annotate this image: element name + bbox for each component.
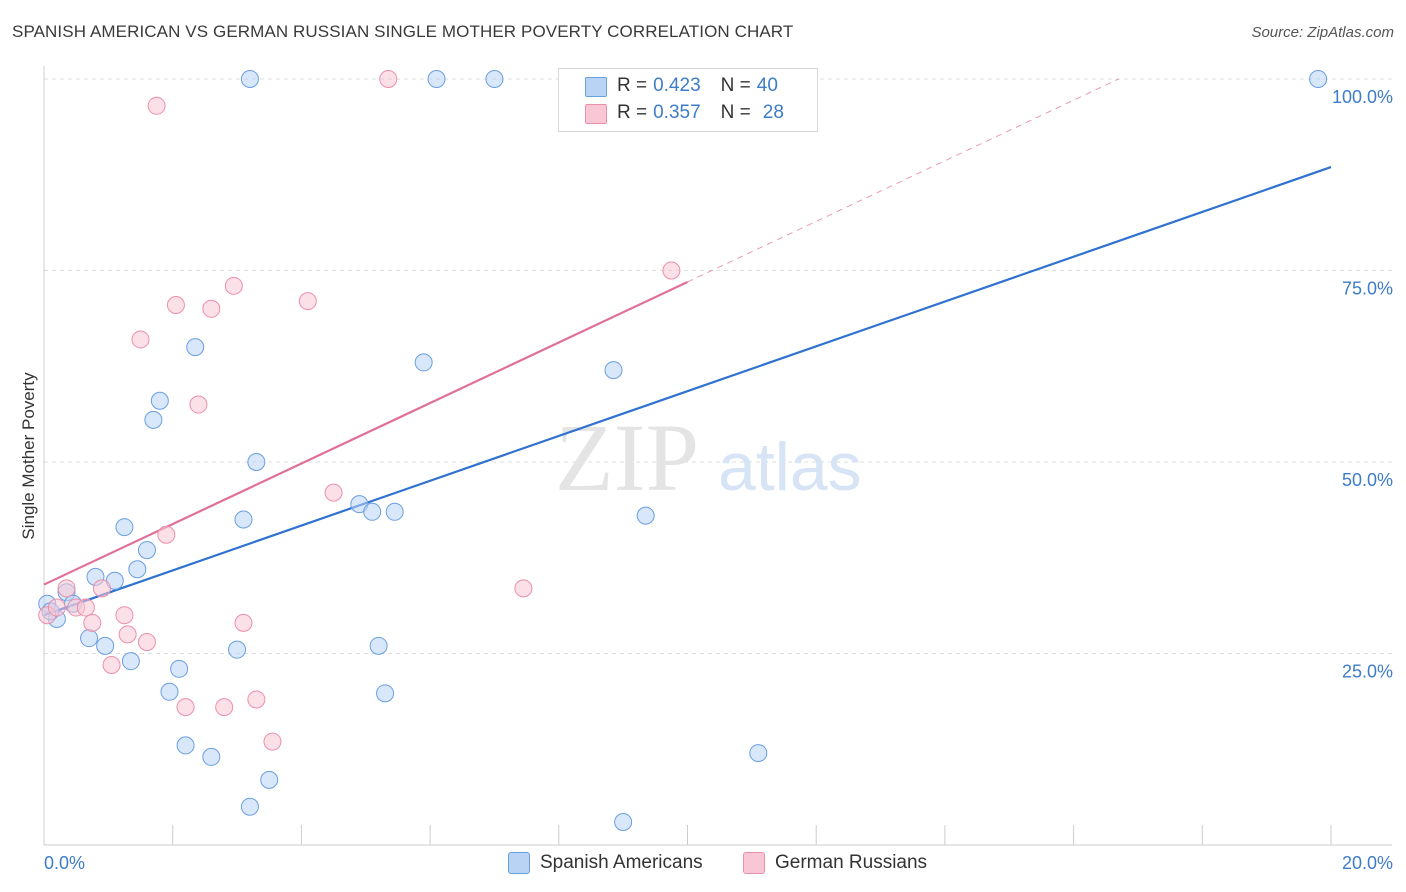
point-german-russians bbox=[83, 613, 102, 632]
y-tick-label: 25.0% bbox=[1342, 662, 1393, 682]
data-points bbox=[38, 70, 1328, 832]
point-spanish-americans bbox=[749, 744, 768, 763]
point-german-russians bbox=[202, 299, 221, 318]
point-german-russians bbox=[189, 395, 208, 414]
point-spanish-americans bbox=[186, 338, 205, 357]
point-german-russians bbox=[379, 70, 398, 88]
x-tick-label: 20.0% bbox=[1342, 853, 1393, 873]
legend-r-label: R = bbox=[617, 75, 648, 96]
bottom-legend-german[interactable]: German Russians bbox=[743, 852, 927, 874]
legend-r-value: 0.423 bbox=[653, 75, 701, 96]
german-legend-label: German Russians bbox=[775, 852, 928, 873]
point-spanish-americans bbox=[260, 770, 279, 789]
legend-n-label: N = bbox=[720, 102, 751, 123]
y-tick-label: 50.0% bbox=[1342, 470, 1393, 490]
point-german-russians bbox=[76, 598, 95, 617]
point-german-russians bbox=[147, 96, 166, 115]
point-german-russians bbox=[92, 579, 111, 598]
legend-row-spanish: R = 0.423 N = 40 bbox=[617, 74, 778, 98]
point-spanish-americans bbox=[240, 70, 259, 88]
point-german-russians bbox=[247, 690, 266, 709]
point-spanish-americans bbox=[234, 510, 253, 529]
legend-n-value: 40 bbox=[756, 75, 778, 96]
axes bbox=[43, 66, 1392, 846]
spanish-swatch bbox=[508, 852, 530, 874]
y-axis-label: Single Mother Poverty bbox=[19, 372, 38, 540]
point-spanish-americans bbox=[121, 652, 140, 671]
point-german-russians bbox=[118, 625, 137, 644]
point-spanish-americans bbox=[80, 629, 99, 648]
german-swatch bbox=[743, 852, 765, 874]
point-german-russians bbox=[157, 525, 176, 544]
point-spanish-americans bbox=[385, 502, 404, 521]
legend-r-label: R = bbox=[617, 102, 648, 123]
point-spanish-americans bbox=[376, 684, 395, 703]
point-german-russians bbox=[131, 330, 150, 349]
trend-extension-german-russians bbox=[687, 78, 1119, 283]
point-spanish-americans bbox=[96, 636, 115, 655]
chart-title: SPANISH AMERICAN VS GERMAN RUSSIAN SINGL… bbox=[12, 22, 794, 41]
point-spanish-americans bbox=[160, 682, 179, 701]
point-spanish-americans bbox=[369, 636, 388, 655]
point-spanish-americans bbox=[202, 747, 221, 766]
watermark-zip: ZIP bbox=[555, 404, 699, 511]
point-spanish-americans bbox=[115, 518, 134, 537]
point-spanish-americans bbox=[427, 70, 446, 88]
point-spanish-americans bbox=[128, 560, 147, 579]
point-spanish-americans bbox=[414, 353, 433, 372]
point-german-russians bbox=[662, 261, 681, 280]
correlation-legend: R = 0.423 N = 40 R = 0.357 N = 28 bbox=[558, 68, 818, 132]
trend-lines bbox=[43, 78, 1332, 617]
point-german-russians bbox=[263, 732, 282, 751]
legend-row-german: R = 0.357 N = 28 bbox=[617, 101, 784, 125]
point-german-russians bbox=[215, 698, 234, 717]
trend-line-spanish-americans bbox=[43, 166, 1332, 617]
spanish-legend-label: Spanish Americans bbox=[540, 852, 703, 873]
point-spanish-americans bbox=[1309, 70, 1328, 88]
legend-n-label: N = bbox=[720, 75, 751, 96]
point-german-russians bbox=[176, 698, 195, 717]
y-tick-label: 100.0% bbox=[1332, 87, 1393, 107]
legend-swatch-blue bbox=[585, 77, 607, 97]
gridlines bbox=[44, 78, 1392, 654]
point-spanish-americans bbox=[247, 453, 266, 471]
point-german-russians bbox=[57, 579, 76, 598]
point-spanish-americans bbox=[636, 506, 655, 525]
y-tick-label: 75.0% bbox=[1342, 279, 1393, 299]
point-german-russians bbox=[224, 276, 243, 295]
trend-line-german-russians bbox=[43, 280, 688, 586]
watermark-atlas: atlas bbox=[718, 429, 862, 505]
point-spanish-americans bbox=[228, 640, 247, 659]
x-tick-label: 0.0% bbox=[44, 853, 85, 873]
point-german-russians bbox=[115, 606, 134, 625]
bottom-legend-spanish[interactable]: Spanish Americans bbox=[508, 852, 703, 874]
point-german-russians bbox=[102, 655, 121, 674]
point-spanish-americans bbox=[485, 70, 504, 88]
point-german-russians bbox=[324, 483, 343, 502]
point-german-russians bbox=[166, 295, 185, 314]
point-spanish-americans bbox=[240, 797, 259, 816]
point-german-russians bbox=[137, 633, 156, 652]
point-german-russians bbox=[298, 292, 317, 311]
point-spanish-americans bbox=[363, 502, 382, 521]
source-credit: Source: ZipAtlas.com bbox=[1251, 24, 1394, 41]
point-german-russians bbox=[514, 579, 533, 598]
point-spanish-americans bbox=[137, 541, 156, 560]
watermark: ZIP atlas bbox=[555, 404, 862, 511]
legend-r-value: 0.357 bbox=[653, 102, 701, 123]
legend-n-value: 28 bbox=[762, 102, 784, 123]
point-spanish-americans bbox=[150, 391, 169, 410]
point-spanish-americans bbox=[604, 361, 623, 380]
point-spanish-americans bbox=[176, 736, 195, 755]
point-spanish-americans bbox=[170, 659, 189, 678]
point-german-russians bbox=[47, 598, 66, 617]
point-spanish-americans bbox=[614, 813, 633, 832]
axis-labels: 25.0% 50.0% 75.0% 100.0% 0.0% 20.0% Single Mot… bbox=[19, 87, 1393, 873]
point-german-russians bbox=[234, 613, 253, 632]
point-spanish-americans bbox=[144, 410, 163, 429]
legend-swatch-pink bbox=[585, 104, 607, 124]
